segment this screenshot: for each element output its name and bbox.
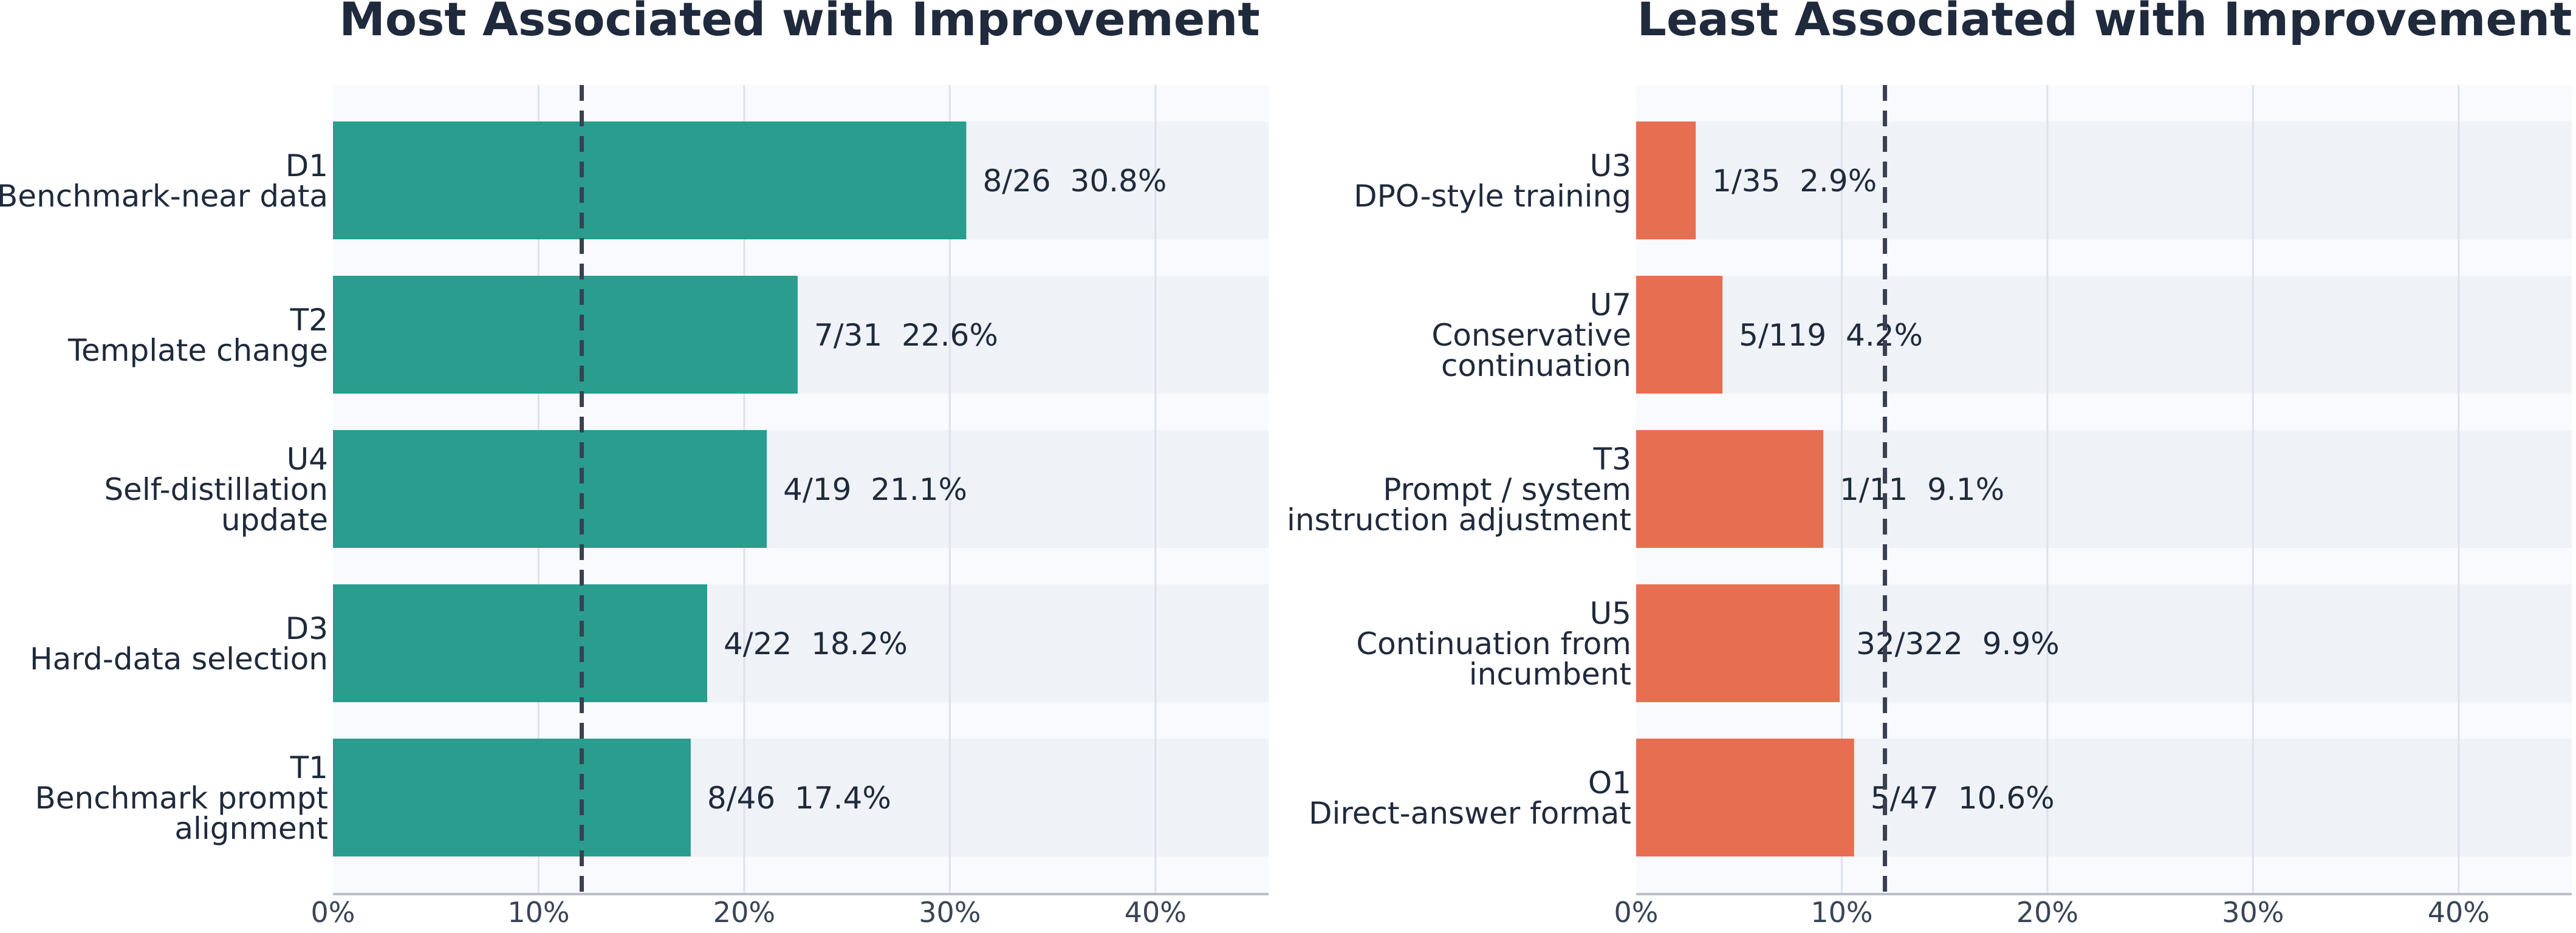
right-x-tick-label: 30% bbox=[2222, 896, 2284, 929]
left-bar-t1 bbox=[333, 739, 691, 856]
right-value-label-u3: 1/35 2.9% bbox=[1712, 163, 1877, 199]
left-value-label-t2: 7/31 22.6% bbox=[814, 318, 998, 353]
left-panel: Most Associated with Improvement 8/26 30… bbox=[0, 0, 1269, 929]
left-category-label-t2: T2 Template change bbox=[67, 302, 328, 368]
right-bar-u5 bbox=[1636, 584, 1840, 702]
right-bar-o1 bbox=[1636, 739, 1854, 856]
left-value-label-t1: 8/46 17.4% bbox=[707, 781, 891, 816]
right-bar-u3 bbox=[1636, 121, 1696, 239]
right-value-label-u5: 32/322 9.9% bbox=[1856, 626, 2060, 661]
right-bar-t3 bbox=[1636, 430, 1823, 548]
right-x-tick-label: 10% bbox=[1810, 896, 1872, 929]
left-category-label-d3: D3 Hard-data selection bbox=[30, 611, 328, 677]
right-category-label-u3: U3 DPO-style training bbox=[1354, 148, 1631, 214]
right-x-tick-label: 0% bbox=[1614, 896, 1659, 929]
left-category-label-u4: U4 Self-distillation update bbox=[104, 442, 328, 538]
left-x-tick-label: 20% bbox=[713, 896, 775, 929]
right-row-band bbox=[1636, 121, 2572, 239]
right-category-label-o1: O1 Direct-answer format bbox=[1309, 765, 1631, 831]
left-x-tick-label: 10% bbox=[507, 896, 569, 929]
left-bar-d1 bbox=[333, 121, 967, 239]
right-panel: Least Associated with Improvement 1/35 2… bbox=[1287, 0, 2572, 929]
left-bar-u4 bbox=[333, 430, 767, 548]
right-x-tick-label: 20% bbox=[2016, 896, 2078, 929]
left-x-tick-label: 30% bbox=[919, 896, 981, 929]
left-value-label-u4: 4/19 21.1% bbox=[783, 472, 967, 507]
right-value-label-t3: 1/11 9.1% bbox=[1840, 472, 2004, 507]
left-x-tick-label: 0% bbox=[311, 896, 355, 929]
left-bar-t2 bbox=[333, 276, 798, 394]
right-row-band bbox=[1636, 276, 2572, 394]
right-value-label-o1: 5/47 10.6% bbox=[1871, 781, 2055, 816]
left-value-label-d1: 8/26 30.8% bbox=[982, 163, 1166, 199]
left-value-label-d3: 4/22 18.2% bbox=[724, 626, 908, 661]
left-x-tick-label: 40% bbox=[1125, 896, 1187, 929]
left-category-label-t1: T1 Benchmark prompt alignment bbox=[35, 750, 328, 846]
right-x-tick-label: 40% bbox=[2428, 896, 2490, 929]
right-category-label-u7: U7 Conservative continuation bbox=[1431, 287, 1631, 383]
left-chart-title: Most Associated with Improvement bbox=[339, 0, 1259, 46]
left-category-label-d1: D1 Benchmark-near data bbox=[0, 148, 328, 214]
right-chart-title: Least Associated with Improvement bbox=[1637, 0, 2572, 46]
left-bar-d3 bbox=[333, 584, 707, 702]
right-category-label-t3: T3 Prompt / system instruction adjustment bbox=[1287, 442, 1631, 538]
right-bar-u7 bbox=[1636, 276, 1723, 394]
right-value-label-u7: 5/119 4.2% bbox=[1739, 318, 1923, 353]
right-category-label-u5: U5 Continuation from incumbent bbox=[1356, 596, 1631, 692]
